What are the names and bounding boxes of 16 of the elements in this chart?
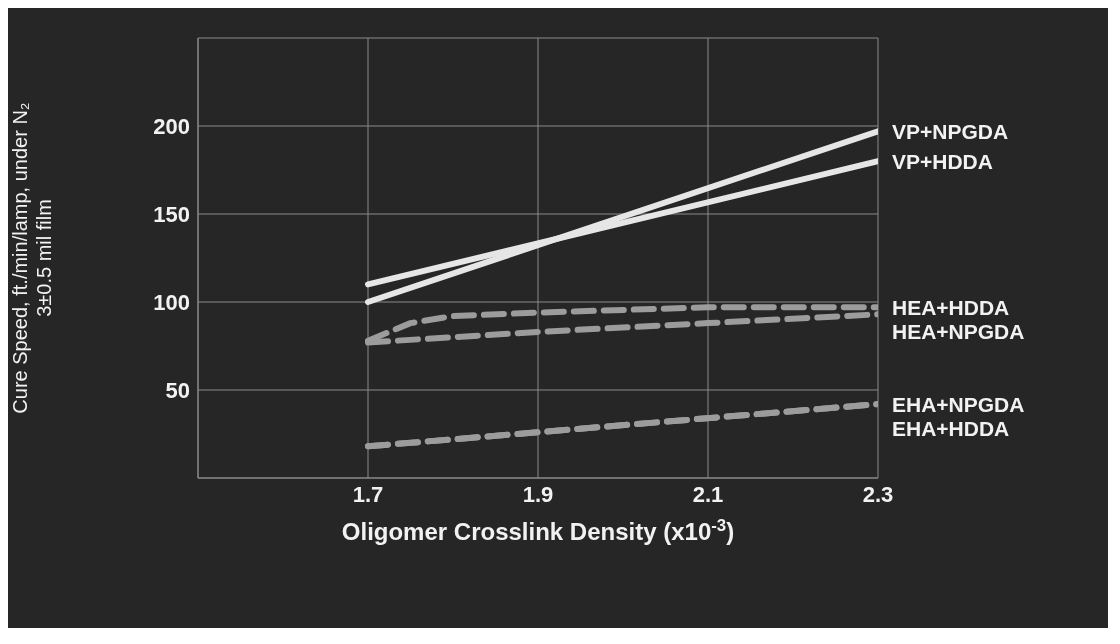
x-axis-title: Oligomer Crosslink Density (x10$^{-3}$)	[341, 515, 735, 545]
series-label: VP+NPGDA	[892, 120, 1009, 144]
series-label: EHA+HDDA	[892, 417, 1010, 441]
series-label: VP+HDDA	[892, 150, 993, 174]
x-tick-label: 1.9	[522, 481, 554, 507]
y-tick-label: 150	[153, 201, 190, 227]
series-label: HEA+NPGDA	[892, 320, 1025, 344]
y-tick-label: 50	[165, 377, 190, 403]
x-tick-label: 1.7	[352, 481, 384, 507]
y-tick-label: 100	[153, 289, 190, 315]
x-tick-label: 2.1	[692, 481, 724, 507]
y-tick-label: 200	[153, 113, 190, 139]
series-label: HEA+HDDA	[892, 296, 1010, 320]
x-tick-label: 2.3	[862, 481, 894, 507]
series-label: EHA+NPGDA	[892, 393, 1025, 417]
y-axis-title: Cure Speed, ft./min/lamp, under N₂ 3±0.5 mil film	[9, 102, 55, 414]
